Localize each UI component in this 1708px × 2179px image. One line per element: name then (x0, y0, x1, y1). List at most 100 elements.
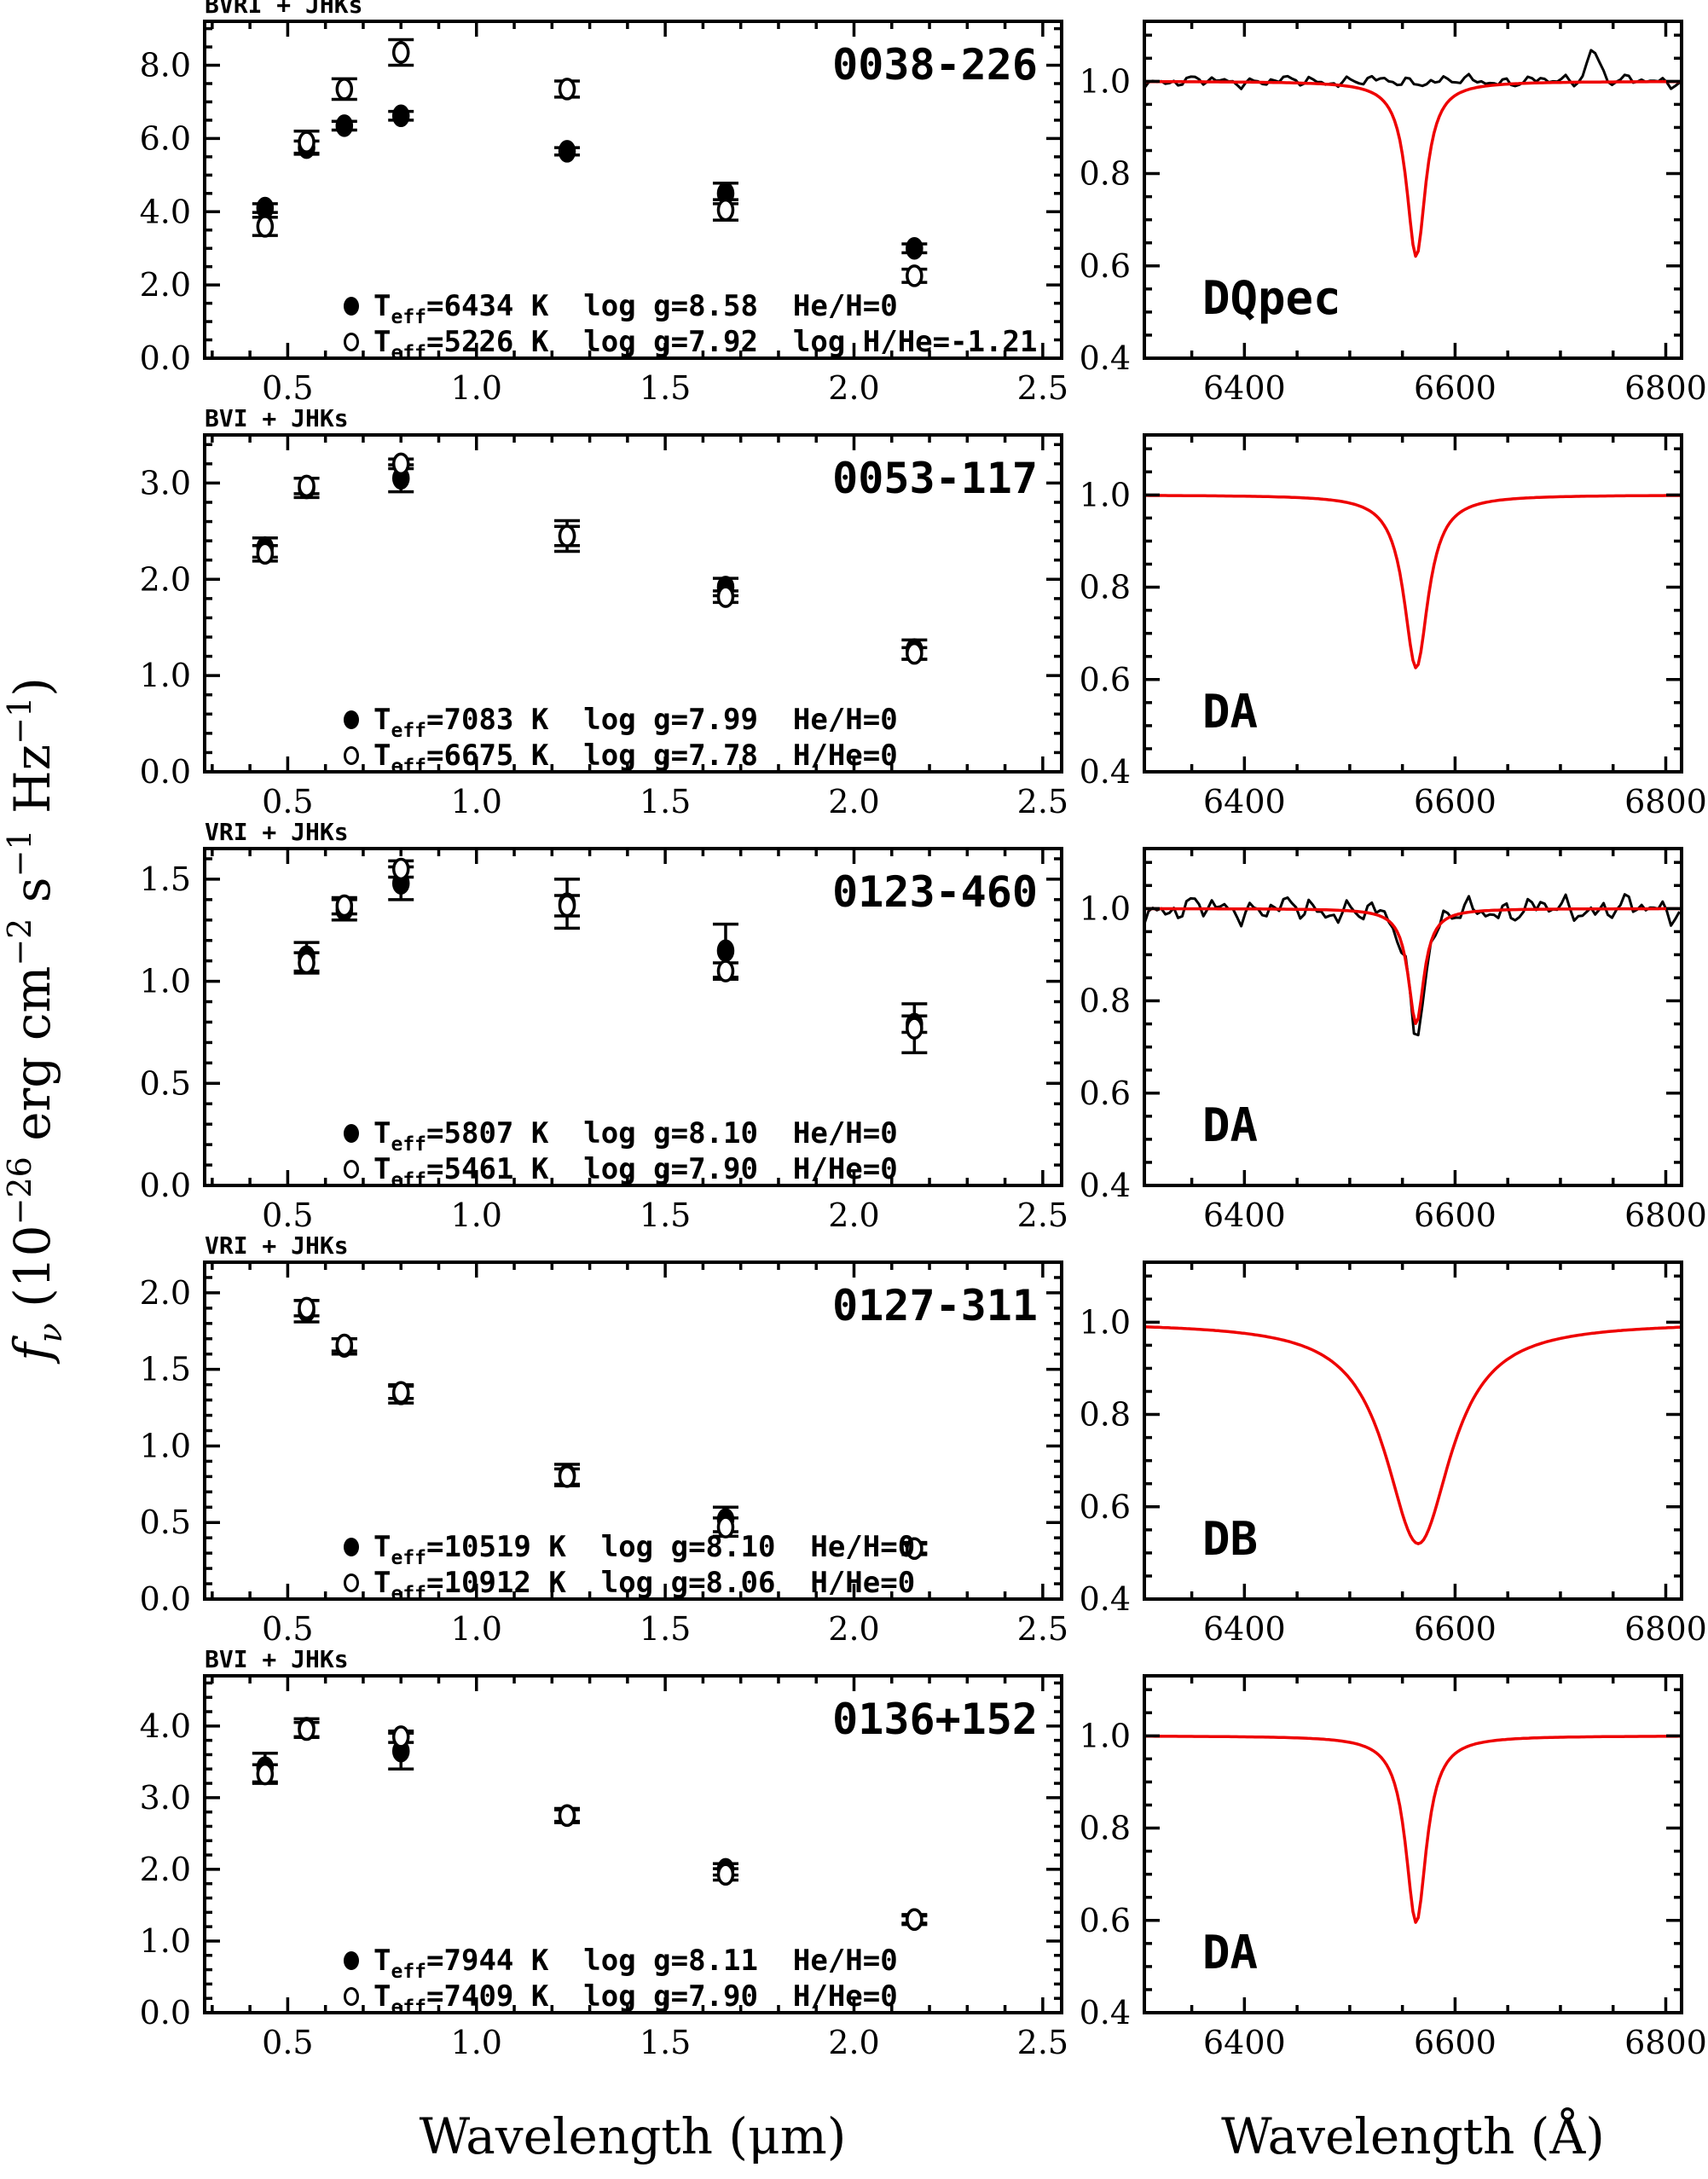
x-tick-label: 1.5 (640, 2024, 691, 2061)
sed-panel-0038-226: BVRI + JHKs 0038-226 Teff=6434 K log g=8.5… (140, 0, 1069, 407)
axis-ticks (1144, 435, 1682, 774)
open-circle-marker (298, 951, 316, 975)
panel-border (203, 847, 1063, 1187)
x-tick-label: 2.5 (1017, 369, 1068, 407)
spectral-type-label: DA (1202, 1926, 1258, 1979)
data-series-filled (252, 1717, 928, 1931)
y-tick-label: 0.6 (1080, 1075, 1131, 1112)
open-circle-icon (344, 333, 359, 351)
legend-text: Teff=5807 K log g=8.10 He/H=0 (373, 1116, 898, 1156)
y-tick-label: 0.8 (1080, 155, 1131, 193)
model-curve (1143, 1325, 1682, 1545)
y-tick-label: 0.0 (140, 753, 191, 791)
open-circle-marker (298, 130, 316, 154)
legend-entry: Teff=5807 K log g=8.10 He/H=0 (344, 1116, 898, 1156)
spectrum-panel-0127-311: DB 6400 6600 6800 0.4 0.6 0.8 1.0 (1080, 1260, 1707, 1648)
open-circle-icon (344, 746, 359, 765)
legend-text: Teff=7083 K log g=7.99 He/H=0 (373, 703, 898, 742)
x-tick-label: 1.5 (640, 783, 691, 820)
panel-border (203, 20, 1063, 360)
x-tick-label: 2.5 (1017, 783, 1068, 820)
object-title: 0123-460 (832, 867, 1038, 917)
open-circle-marker (906, 1537, 923, 1560)
x-tick-label: 6600 (1414, 1610, 1497, 1648)
open-circle-marker (391, 857, 410, 881)
open-circle-marker (256, 542, 275, 565)
x-tick-label: 1.0 (451, 2024, 502, 2061)
y-tick-label: 1.5 (140, 1351, 191, 1388)
y-tick-label: 1.0 (140, 657, 191, 694)
x-tick-label: 1.5 (640, 1610, 691, 1648)
spectrum-panel-0136+152: DA 6400 6600 6800 0.4 0.6 0.8 1.0 (1080, 1674, 1707, 2061)
open-circle-marker (716, 959, 735, 982)
panel-border (1143, 1260, 1683, 1601)
open-circle-marker (335, 78, 354, 101)
open-circle-marker (558, 78, 576, 101)
y-tick-label: 0.0 (140, 1994, 191, 2031)
panel-border (1143, 433, 1683, 774)
x-axis-label-left: Wavelength (μm) (420, 2107, 847, 2165)
open-circle-marker (391, 1381, 410, 1404)
x-tick-label: 6800 (1624, 2024, 1707, 2061)
open-circle-marker (298, 1718, 316, 1741)
y-tick-label: 0.4 (1080, 1167, 1131, 1204)
object-title: 0127-311 (832, 1281, 1038, 1330)
axis-ticks (1144, 1676, 1682, 2014)
x-tick-label: 2.0 (828, 1610, 879, 1648)
filled-circle-icon (344, 710, 359, 729)
sed-panel-0127-311: VRI + JHKs 0127-311 Teff=10519 K log g=8.1… (140, 1231, 1069, 1648)
object-title: 0136+152 (832, 1695, 1038, 1744)
open-circle-marker (558, 894, 576, 918)
axis-ticks (205, 435, 1062, 774)
open-circle-marker (391, 41, 410, 64)
filter-set-label: BVRI + JHKs (205, 0, 362, 19)
open-circle-marker (906, 1017, 923, 1040)
data-series-open (293, 857, 928, 1055)
spectrum-panel-0123-460: DA 6400 6600 6800 0.4 0.6 0.8 1.0 (1080, 847, 1707, 1234)
x-tick-label: 6400 (1203, 783, 1286, 820)
x-tick-label: 1.0 (451, 783, 502, 820)
legend-text: Teff=10519 K log g=8.10 He/H=0 (373, 1530, 915, 1569)
y-tick-label: 0.8 (1080, 1396, 1131, 1434)
x-tick-label: 1.0 (451, 1197, 502, 1234)
x-tick-label: 6800 (1624, 1197, 1707, 1234)
open-circle-marker (256, 215, 275, 238)
legend-text: Teff=7409 K log g=7.90 H/He=0 (373, 1979, 898, 2019)
y-tick-label: 0.4 (1080, 753, 1131, 791)
y-axis-label: fν (10−26 erg cm−2 s−1 Hz−1) (1, 677, 69, 1365)
filled-circle-marker (906, 236, 923, 260)
legend-entry: Teff=5461 K log g=7.90 H/He=0 (344, 1152, 898, 1191)
data-series-open (293, 1296, 928, 1560)
y-tick-label: 2.0 (140, 266, 191, 304)
y-tick-label: 1.0 (1080, 1717, 1131, 1754)
filter-set-label: BVI + JHKs (205, 1645, 349, 1673)
open-circle-marker (558, 1804, 576, 1828)
y-tick-label: 1.0 (140, 963, 191, 1000)
y-tick-label: 0.0 (140, 1580, 191, 1618)
sed-panel-0123-460: VRI + JHKs 0123-460 Teff=5807 K log g=8.10… (140, 818, 1069, 1234)
open-circle-marker (391, 452, 410, 476)
object-title: 0053-117 (832, 454, 1038, 503)
x-tick-label: 0.5 (262, 783, 313, 820)
data-series-open (252, 1718, 928, 1931)
x-tick-label: 6800 (1624, 369, 1707, 407)
legend-text: Teff=6434 K log g=8.58 He/H=0 (373, 289, 898, 328)
open-circle-marker (558, 524, 576, 548)
legend-text: Teff=5226 K log g=7.92 log H/He=-1.21 (373, 325, 1037, 364)
y-tick-label: 0.6 (1080, 247, 1131, 285)
filled-circle-icon (344, 1951, 359, 1970)
filled-circle-icon (344, 1124, 359, 1143)
legend-entry: Teff=5226 K log g=7.92 log H/He=-1.21 (344, 325, 1037, 364)
axis-ticks (205, 1260, 1062, 1601)
y-tick-label: 1.0 (140, 1922, 191, 1960)
x-axis-label-right: Wavelength (Å) (1221, 2107, 1605, 2165)
x-tick-label: 0.5 (262, 1197, 313, 1234)
panel-border (1143, 847, 1683, 1187)
data-series-open (252, 452, 928, 665)
y-tick-label: 0.8 (1080, 569, 1131, 606)
legend-entry: Teff=7409 K log g=7.90 H/He=0 (344, 1979, 898, 2019)
y-tick-label: 0.6 (1080, 661, 1131, 698)
x-tick-label: 2.5 (1017, 2024, 1068, 2061)
x-tick-label: 0.5 (262, 369, 313, 407)
